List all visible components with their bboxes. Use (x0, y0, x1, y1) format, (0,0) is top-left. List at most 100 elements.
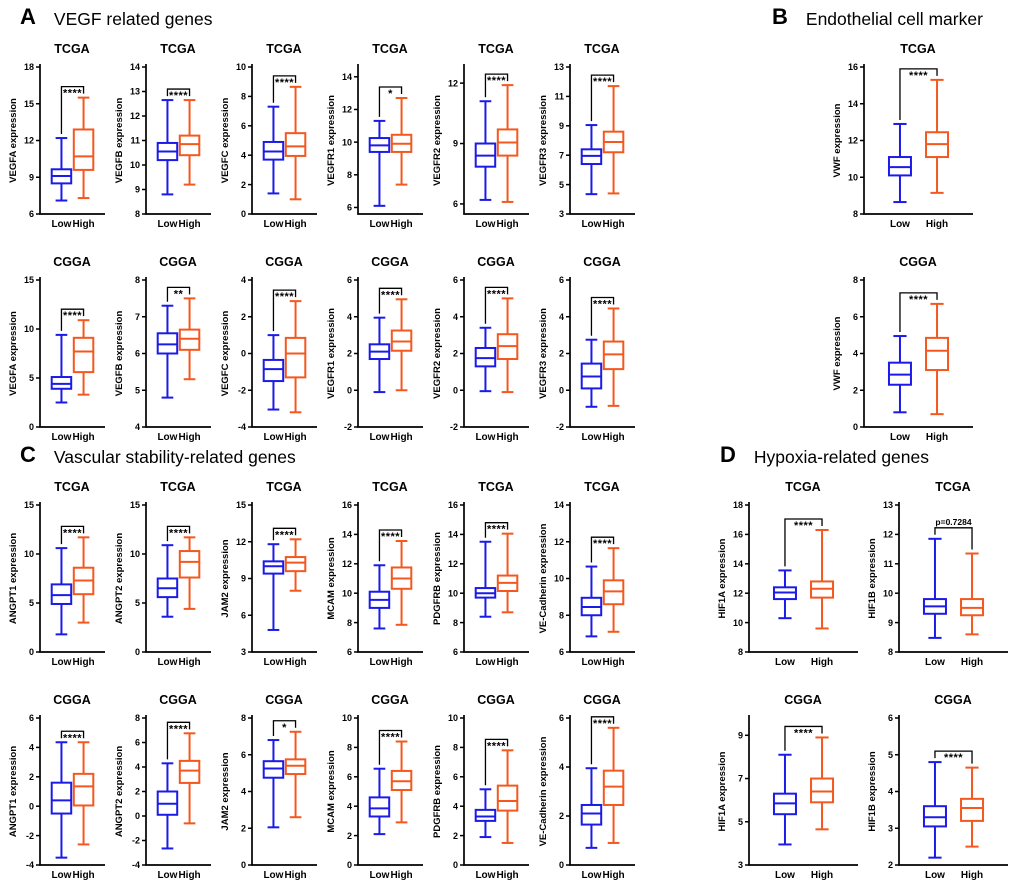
panel-b-header: B Endothelial cell marker (660, 6, 1020, 42)
significance-bracket (378, 86, 403, 117)
high-group-label: High (602, 870, 624, 881)
y-tick-label: 6 (29, 209, 34, 219)
y-tick-label: 10 (236, 62, 246, 72)
low-group-label: Low (890, 432, 910, 443)
boxplot-svg: 0 5 10 15 ANGPT2 expression **** Low High (114, 500, 211, 668)
boxplot-ANGPT2-TCGA: TCGA 0 5 10 15 ANGPT2 expression **** Low High (112, 480, 218, 669)
axes (39, 502, 105, 653)
y-axis-label: VEGFR2 expression (432, 95, 443, 186)
axes (898, 715, 1008, 866)
y-tick-label: 5 (135, 385, 140, 395)
low-group-label: Low (925, 870, 945, 881)
y-tick-label: 4 (453, 312, 458, 322)
y-tick-label: 4 (888, 787, 893, 797)
y-tick-label: 5 (135, 598, 140, 608)
y-tick-label: 9 (559, 121, 564, 131)
significance-label: **** (909, 294, 928, 306)
boxplot-PDGFRB-TCGA: TCGA 6 8 10 12 14 16 PDGFRB expression **** Low Hi… (430, 480, 536, 669)
y-tick-label: 14 (848, 99, 858, 109)
significance-label: **** (909, 70, 928, 82)
boxplot-svg: -4 -2 0 2 4 6 ANGPT1 expression **** Low High (8, 713, 105, 881)
y-tick-label: 12 (130, 111, 140, 121)
y-tick-label: 14 (733, 559, 743, 569)
significance-bracket (272, 720, 297, 737)
y-tick-label: 10 (24, 324, 34, 334)
y-tick-label: 0 (29, 801, 34, 811)
panel-title-b: Endothelial cell marker (805, 9, 983, 29)
y-axis-label: VWF expression (832, 103, 843, 177)
dataset-title: TCGA (584, 42, 620, 56)
significance-bracket (590, 74, 615, 122)
boxplot-VE-Cadherin-CGGA: CGGA 0 2 4 6 VE-Cadherin expression **** Low Hig… (536, 693, 642, 882)
significance-label: **** (63, 88, 82, 100)
y-axis-label: VEGFC expression (220, 98, 231, 184)
y-tick-label: 0 (453, 385, 458, 395)
y-tick-label: 8 (888, 647, 893, 657)
low-group-label: Low (475, 432, 495, 443)
low-group-label: Low (775, 657, 795, 668)
y-tick-label: 8 (453, 743, 458, 753)
significance-label: **** (275, 529, 294, 541)
boxplot-svg: 6 8 10 12 14 16 PDGFRB expression **** Low High (432, 500, 529, 668)
y-tick-label: 5 (29, 373, 34, 383)
high-group-label: High (72, 432, 94, 443)
y-tick-label: 11 (130, 136, 140, 146)
y-tick-label: 10 (130, 549, 140, 559)
y-tick-label: 12 (448, 559, 458, 569)
significance-label: p=0.7284 (935, 517, 971, 527)
significance-bracket (272, 527, 297, 541)
plots-grid: TCGA 8 10 12 14 16 18 HIF1A expression **** Low Hi… (715, 480, 1020, 882)
boxplot-VEGFB-CGGA: CGGA 4 5 6 7 8 VEGFB expression ** Low High (112, 255, 218, 444)
low-group-label: Low (157, 657, 177, 668)
y-tick-label: 2 (347, 831, 352, 841)
y-tick-label: 10 (342, 713, 352, 723)
y-axis-label: VEGFA expression (8, 311, 19, 396)
y-tick-label: 15 (24, 500, 34, 510)
significance-label: **** (169, 527, 188, 539)
low-group-label: Low (263, 870, 283, 881)
y-tick-label: 4 (241, 150, 246, 160)
high-group-label: High (926, 219, 948, 230)
y-axis-label: VWF expression (832, 316, 843, 390)
significance-label: **** (794, 520, 813, 532)
y-tick-label: 14 (342, 530, 352, 540)
panel-letter-a: A (20, 4, 36, 29)
y-tick-label: 7 (559, 150, 564, 160)
y-tick-label: 8 (738, 647, 743, 657)
y-tick-label: 18 (24, 62, 34, 72)
y-tick-label: 9 (888, 618, 893, 628)
boxplot-svg: 3 5 7 9 HIF1A expression **** Low High (717, 715, 858, 881)
y-tick-label: 6 (241, 610, 246, 620)
significance-bracket (590, 716, 615, 765)
dataset-title: CGGA (265, 693, 303, 707)
y-tick-label: 2 (241, 180, 246, 190)
y-tick-label: 8 (347, 170, 352, 180)
y-axis-label: ANGPT2 expression (114, 746, 125, 838)
boxplot-svg: 3 5 7 9 11 13 VEGFR3 expression **** Low High (538, 62, 635, 230)
high-group-label: High (961, 870, 983, 881)
y-tick-label: 2 (853, 385, 858, 395)
y-tick-label: 6 (241, 121, 246, 131)
y-tick-label: 18 (733, 500, 743, 510)
boxplot-svg: 3 6 9 12 15 JAM2 expression **** Low High (220, 500, 317, 668)
y-tick-label: 5 (559, 180, 564, 190)
boxplot-VEGFR1-TCGA: TCGA 6 8 10 12 14 VEGFR1 expression * Low High (324, 42, 430, 231)
y-tick-label: 13 (130, 87, 140, 97)
dataset-title: TCGA (785, 480, 821, 494)
y-tick-label: 2 (241, 823, 246, 833)
high-group-label: High (926, 432, 948, 443)
boxplot-svg: 0 5 10 15 ANGPT1 expression **** Low High (8, 500, 105, 668)
y-tick-label: -2 (238, 385, 246, 395)
y-axis-label: VEGFR2 expression (432, 308, 443, 399)
significance-label: **** (381, 289, 400, 301)
y-tick-label: 6 (347, 647, 352, 657)
high-group-label: High (961, 657, 983, 668)
boxplot-svg: 4 5 6 7 8 VEGFB expression ** Low High (114, 275, 211, 443)
y-tick-label: 10 (733, 618, 743, 628)
high-group-label: High (178, 657, 200, 668)
high-group-label: High (178, 870, 200, 881)
y-tick-label: -2 (450, 422, 458, 432)
y-tick-label: 0 (559, 860, 564, 870)
y-tick-label: 6 (559, 647, 564, 657)
y-axis-label: ANGPT1 expression (8, 533, 19, 625)
